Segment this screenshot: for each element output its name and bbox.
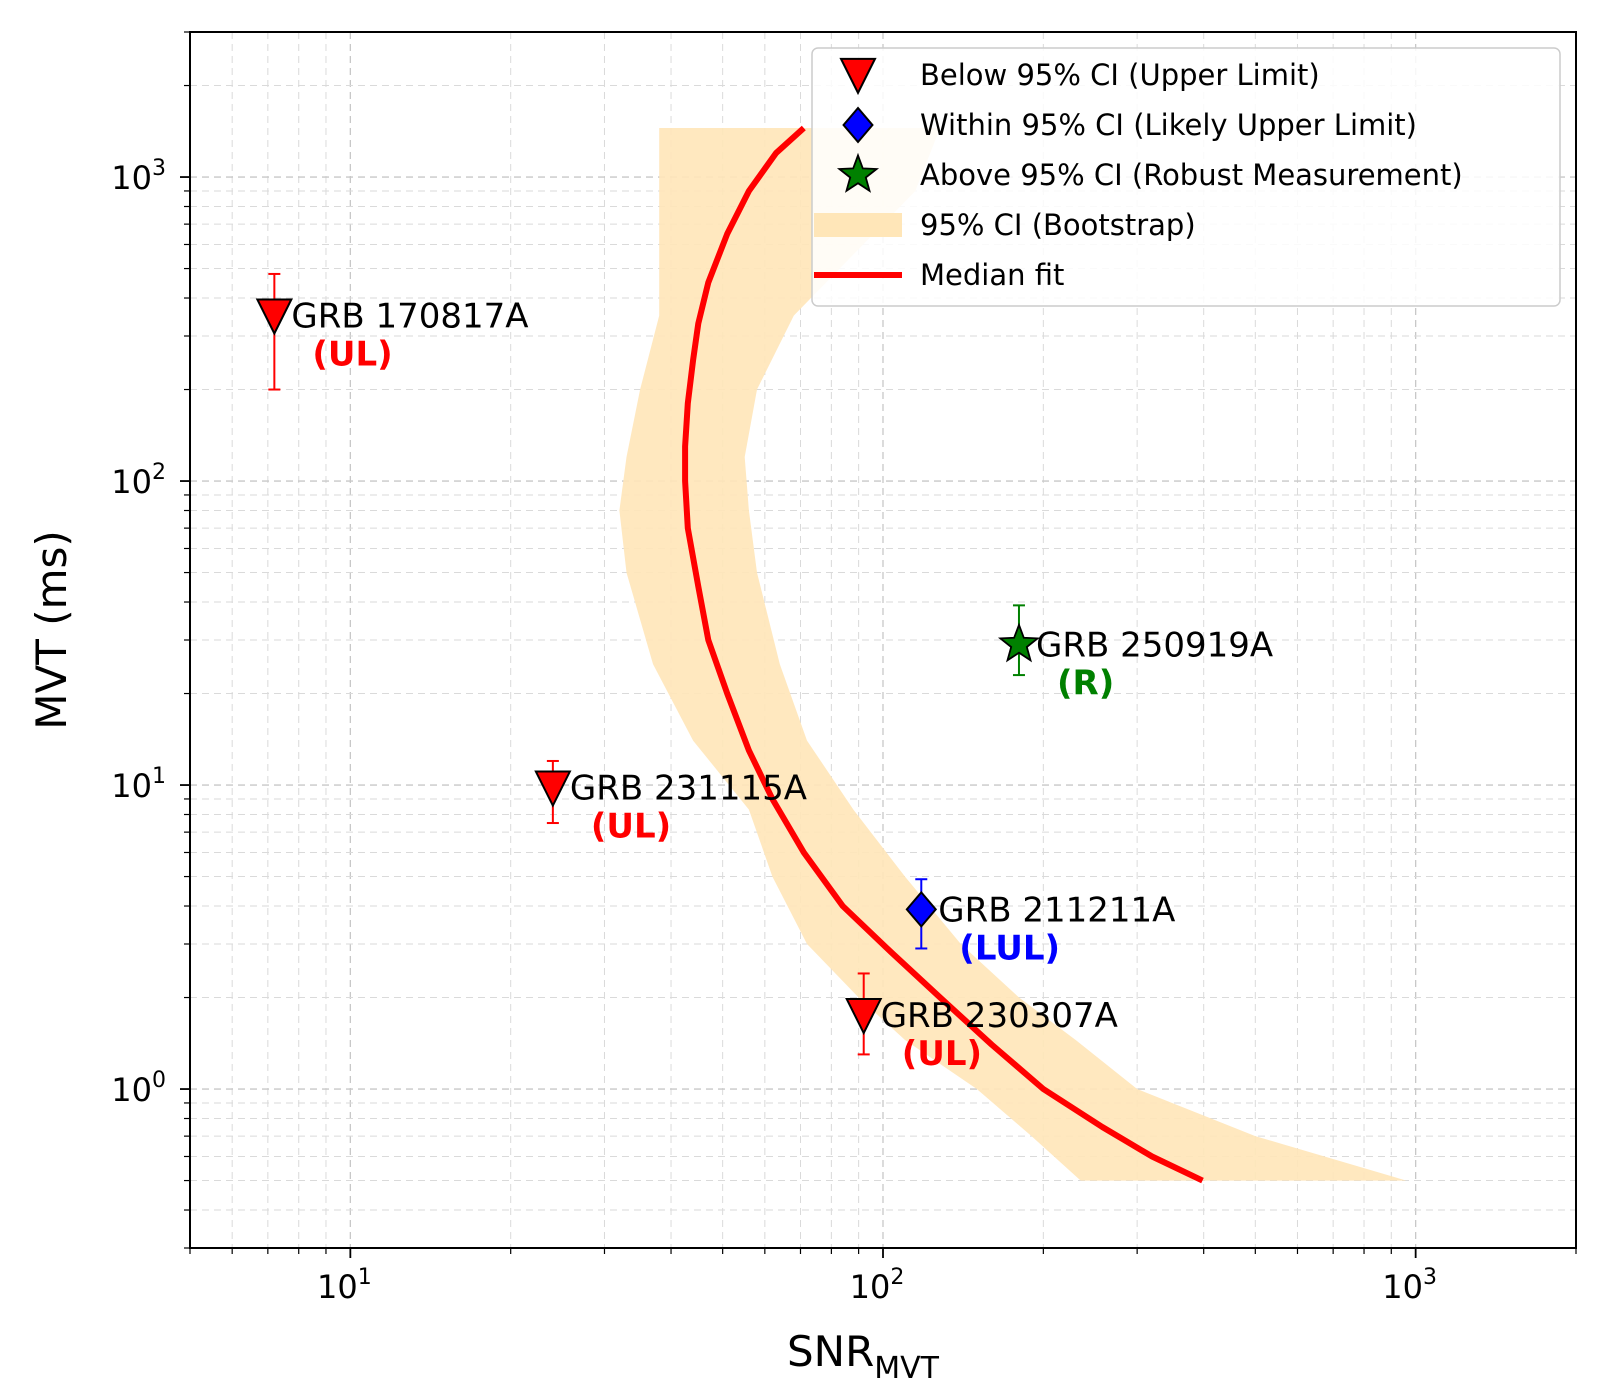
legend-label: Median fit [920, 258, 1064, 292]
x-tick-label: 102 [850, 1265, 905, 1306]
point-label: GRB 231115A [570, 769, 807, 809]
points-layer: GRB 170817A(UL)GRB 231115A(UL)GRB 250919… [255, 272, 1273, 1074]
y-tick-label: 103 [111, 156, 166, 197]
x-tick-exp: 2 [890, 1265, 904, 1290]
y-tick-label: 101 [111, 764, 166, 805]
data-point: GRB 211211A(LUL) [905, 878, 1175, 968]
median-fit-line [682, 125, 1204, 1184]
x-axis-title-base: SNR [787, 1327, 874, 1376]
data-point: GRB 231115A(UL) [534, 759, 807, 847]
x-tick-base: 10 [850, 1268, 891, 1306]
x-tick-base: 10 [317, 1268, 358, 1306]
data-point: GRB 170817A(UL) [255, 272, 529, 391]
data-point: GRB 250919A(R) [997, 604, 1273, 703]
point-marker-within [905, 890, 938, 928]
legend-item-above: Above 95% CI (Robust Measurement) [836, 152, 1463, 193]
legend-box [811, 47, 1561, 307]
legend-swatch-above [836, 152, 880, 193]
legend-item-within: Within 95% CI (Likely Upper Limit) [842, 106, 1417, 144]
legend: Below 95% CI (Upper Limit) Within 95% CI … [811, 47, 1561, 307]
point-label: GRB 250919A [1036, 625, 1273, 665]
y-tick-exp: 2 [152, 460, 166, 485]
y-axis-title: MVT (ms) [27, 530, 76, 730]
ci-band [619, 128, 1407, 1181]
legend-items: Below 95% CI (Upper Limit) Within 95% CI … [814, 57, 1463, 292]
point-marker-below [534, 770, 572, 808]
legend-swatch-band [814, 213, 902, 237]
legend-label: Below 95% CI (Upper Limit) [920, 58, 1320, 92]
point-class-label: (LUL) [959, 928, 1060, 968]
legend-swatch-below [839, 57, 877, 96]
median-fit-layer [682, 125, 1204, 1184]
x-tick-label: 103 [1382, 1265, 1437, 1306]
data-point: GRB 230307A(UL) [845, 972, 1118, 1074]
point-label: GRB 230307A [881, 996, 1118, 1036]
point-marker-below [255, 298, 293, 336]
x-axis-title-sub: MVT [874, 1351, 939, 1386]
point-marker-below [845, 998, 883, 1036]
point-label: GRB 170817A [291, 297, 528, 337]
x-tick-exp: 1 [358, 1265, 372, 1290]
legend-label: 95% CI (Bootstrap) [920, 208, 1196, 242]
y-tick-base: 10 [111, 159, 152, 197]
x-axis-title: SNRMVT [787, 1327, 940, 1386]
legend-label: Above 95% CI (Robust Measurement) [920, 158, 1463, 192]
y-tick-base: 10 [111, 1071, 152, 1109]
legend-label: Within 95% CI (Likely Upper Limit) [920, 108, 1417, 142]
y-tick-exp: 3 [152, 156, 166, 181]
point-class-label: (UL) [591, 807, 671, 847]
legend-item-fit: Median fit [814, 258, 1064, 292]
x-tick-label: 101 [317, 1265, 372, 1306]
point-class-label: (UL) [312, 335, 392, 375]
point-label: GRB 211211A [938, 890, 1175, 930]
ci-band-layer [619, 128, 1407, 1181]
legend-item-band: 95% CI (Bootstrap) [814, 208, 1196, 242]
x-tick-base: 10 [1382, 1268, 1423, 1306]
x-tick-exp: 3 [1423, 1265, 1437, 1290]
y-tick-label: 100 [111, 1068, 166, 1109]
point-class-label: (R) [1057, 663, 1114, 703]
y-tick-label: 102 [111, 460, 166, 501]
y-tick-exp: 0 [152, 1068, 166, 1093]
point-class-label: (UL) [902, 1034, 982, 1074]
y-tick-base: 10 [111, 767, 152, 805]
point-marker-above [997, 622, 1041, 663]
y-tick-base: 10 [111, 463, 152, 501]
legend-item-below: Below 95% CI (Upper Limit) [839, 57, 1320, 96]
legend-swatch-within [842, 106, 874, 144]
y-tick-exp: 1 [152, 764, 166, 789]
